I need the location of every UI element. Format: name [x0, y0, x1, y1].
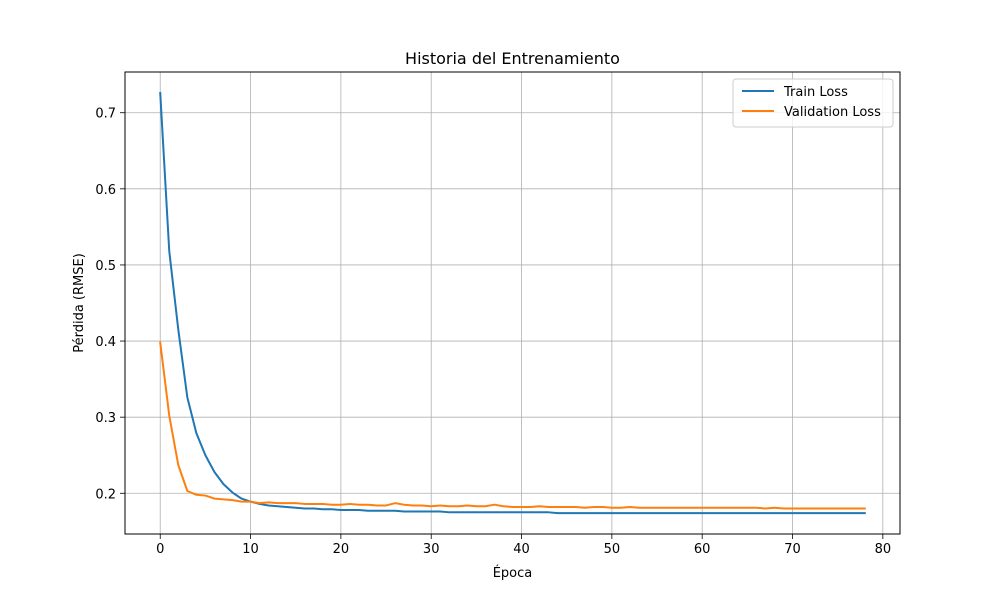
- y-tick-label: 0.2: [95, 487, 116, 502]
- x-tick-label: 70: [784, 542, 801, 557]
- x-tick-label: 40: [513, 542, 530, 557]
- x-tick-label: 10: [242, 542, 259, 557]
- series-lines: [159, 91, 866, 515]
- y-tick-label: 0.3: [95, 411, 116, 426]
- x-tick-label: 60: [694, 542, 711, 557]
- x-axis-label: Época: [493, 565, 533, 581]
- series-line-validation-loss: [159, 341, 866, 510]
- x-tick-label: 80: [875, 542, 892, 557]
- plot-frame: [124, 71, 901, 535]
- x-tick-label: 30: [423, 542, 440, 557]
- legend: Train Loss Validation Loss: [732, 78, 894, 128]
- legend-label-train-loss: Train Loss: [783, 85, 848, 100]
- axis-ticks: 0 10 20 30 40 50 60 70 80 0.2 0.3 0.4 0.5 0.6 0.7: [95, 107, 891, 557]
- series-line-train-loss: [159, 91, 866, 515]
- y-axis-label: Pérdida (RMSE): [72, 253, 87, 353]
- x-tick-label: 50: [604, 542, 621, 557]
- y-tick-label: 0.6: [95, 183, 116, 198]
- grid: [125, 72, 900, 534]
- y-tick-label: 0.7: [95, 107, 116, 122]
- y-tick-label: 0.5: [95, 259, 116, 274]
- x-tick-label: 20: [333, 542, 350, 557]
- legend-label-validation-loss: Validation Loss: [784, 105, 881, 120]
- y-tick-label: 0.4: [95, 335, 116, 350]
- x-tick-label: 0: [156, 542, 164, 557]
- chart-title: Historia del Entrenamiento: [405, 49, 620, 68]
